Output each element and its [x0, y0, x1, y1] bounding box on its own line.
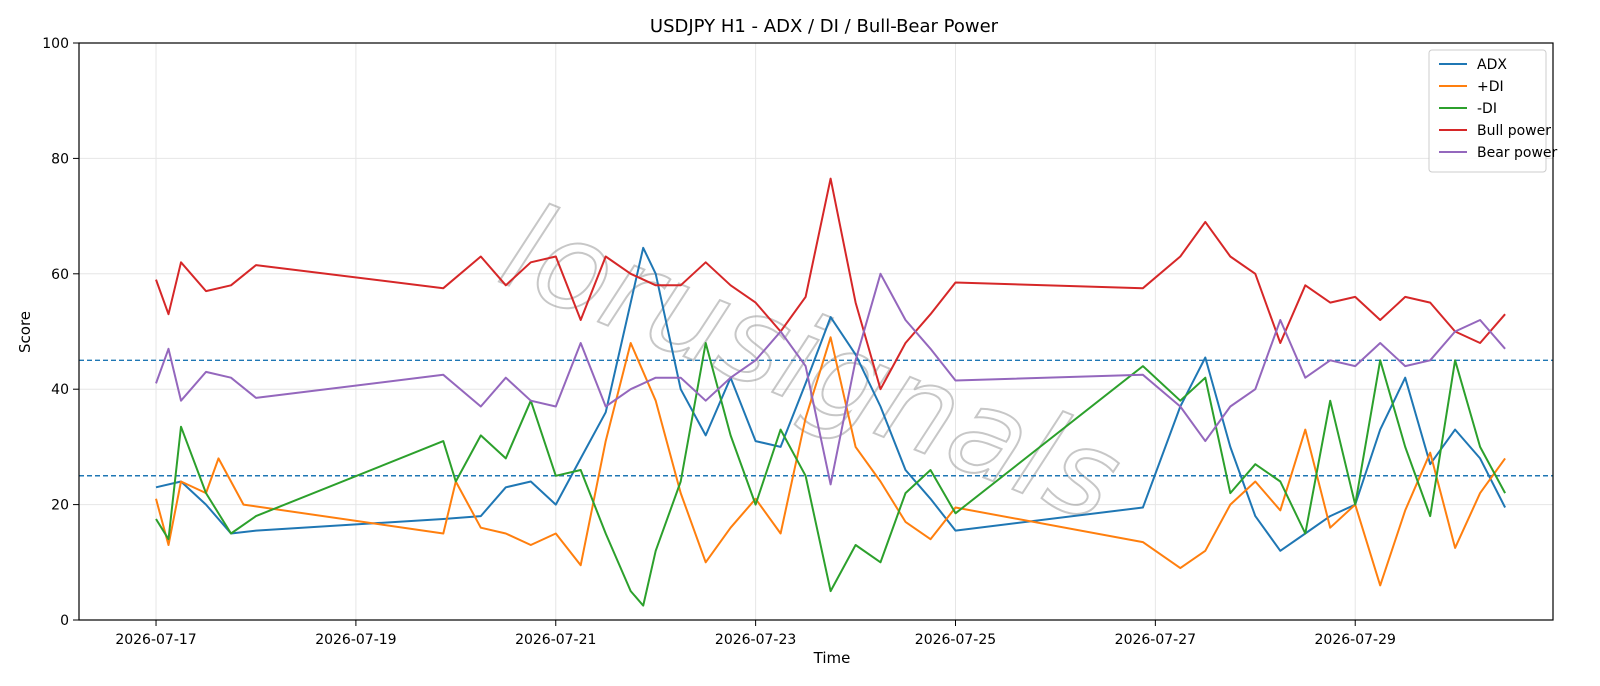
legend-label: ADX: [1477, 57, 1507, 73]
series-line-adx: [155, 246, 1506, 552]
x-tick-label: 2026-07-25: [915, 632, 996, 648]
x-axis-title: Time: [813, 649, 851, 667]
y-tick-label: 60: [51, 267, 69, 283]
y-tick-label: 40: [51, 382, 69, 398]
reference-lines: [79, 359, 1553, 477]
plot-frame: [78, 42, 1554, 621]
legend-label: +DI: [1477, 79, 1504, 95]
legend-box: [1428, 49, 1547, 173]
x-tick-label: 2026-07-19: [315, 632, 396, 648]
x-tick-label: 2026-07-21: [515, 632, 596, 648]
y-tick-label: 0: [60, 613, 69, 629]
y-tick-label: 100: [42, 36, 69, 52]
y-axis-title: Score: [16, 311, 34, 353]
legend-label: Bull power: [1477, 123, 1551, 139]
series-line--di: [155, 342, 1506, 607]
series-line-bull-power: [155, 177, 1506, 391]
legend-label: -DI: [1477, 101, 1497, 117]
x-tick-label: 2026-07-23: [715, 632, 796, 648]
series-layer: [155, 177, 1506, 607]
x-tick-label: 2026-07-29: [1315, 632, 1396, 648]
x-tick-label: 2026-07-27: [1115, 632, 1196, 648]
y-axis: 0 20 40 60 80 100: [42, 36, 79, 629]
legend: ADX +DI -DI Bull power Bear power: [1428, 49, 1558, 173]
series-line-bear-power: [155, 272, 1506, 486]
y-tick-label: 20: [51, 498, 69, 514]
legend-label: Bear power: [1477, 145, 1558, 161]
chart-title: USDJPY H1 - ADX / DI / Bull-Bear Power: [650, 16, 999, 37]
x-axis: 2026-07-17 2026-07-19 2026-07-21 2026-07-23…: [115, 620, 1396, 648]
y-tick-label: 80: [51, 151, 69, 167]
x-tick-label: 2026-07-17: [115, 632, 196, 648]
